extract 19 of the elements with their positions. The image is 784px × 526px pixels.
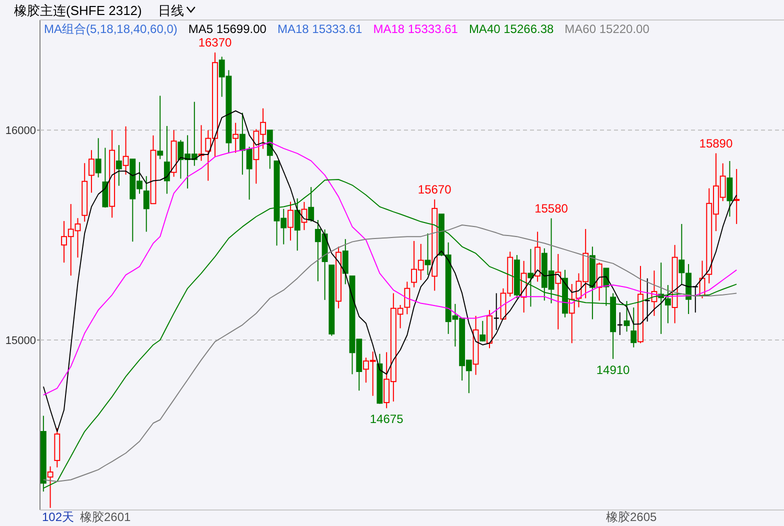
chart-title: 橡胶主连(SHFE 2312) <box>14 3 142 18</box>
annotation: MA18 15333.61 <box>277 22 363 36</box>
text: 15580 <box>534 201 568 216</box>
legend-label: MA5 15699.00 <box>188 22 267 36</box>
text: MA18 15333.61 <box>373 22 458 36</box>
y-tick-label: 16000 <box>5 125 36 138</box>
text: MA40 15266.38 <box>468 22 554 36</box>
chart-subtitle: 日线 <box>158 3 184 18</box>
text: 15670 <box>418 182 452 196</box>
text: 15890 <box>699 136 733 150</box>
text: 橡胶2601 <box>80 510 132 524</box>
text: 14675 <box>370 412 404 426</box>
annotation: MA组合(5,18,18,40,60,0) <box>44 22 178 36</box>
text: 16370 <box>198 36 232 50</box>
text: 14910 <box>596 362 630 377</box>
y-tick-label: 15000 <box>5 335 36 348</box>
text: 橡胶2605 <box>606 510 658 524</box>
text: MA60 15220.00 <box>564 22 650 36</box>
text: 102天 <box>42 510 74 524</box>
